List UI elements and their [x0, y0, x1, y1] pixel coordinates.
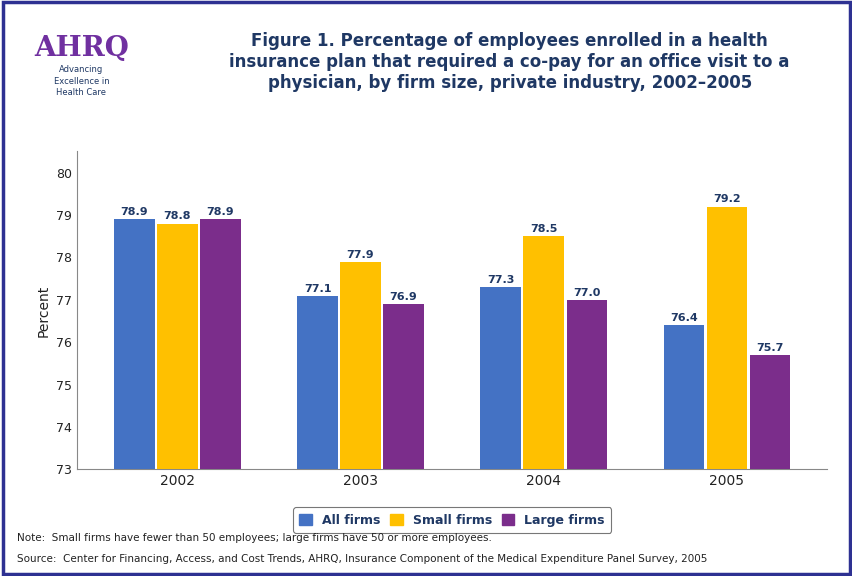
Text: 78.5: 78.5 — [529, 224, 556, 234]
Bar — [523, 236, 563, 576]
Bar — [200, 219, 240, 576]
Text: Figure 1. Percentage of employees enrolled in a health
insurance plan that requi: Figure 1. Percentage of employees enroll… — [229, 32, 789, 92]
Text: 78.9: 78.9 — [120, 207, 148, 217]
Bar — [480, 287, 520, 576]
Text: 78.9: 78.9 — [206, 207, 234, 217]
Y-axis label: Percent: Percent — [37, 285, 50, 336]
Text: 77.9: 77.9 — [346, 249, 374, 260]
Text: 76.4: 76.4 — [669, 313, 697, 323]
Bar — [383, 304, 423, 576]
Text: 77.3: 77.3 — [486, 275, 514, 285]
Text: 75.7: 75.7 — [755, 343, 782, 353]
Bar — [340, 262, 380, 576]
Bar — [749, 355, 789, 576]
Text: 79.2: 79.2 — [712, 195, 740, 204]
Bar — [566, 300, 606, 576]
Text: 78.8: 78.8 — [164, 211, 191, 221]
Text: AHRQ: AHRQ — [34, 35, 129, 62]
Bar — [157, 223, 198, 576]
Bar — [114, 219, 154, 576]
Legend: All firms, Small firms, Large firms: All firms, Small firms, Large firms — [293, 507, 610, 533]
Bar — [705, 207, 746, 576]
Text: Source:  Center for Financing, Access, and Cost Trends, AHRQ, Insurance Componen: Source: Center for Financing, Access, an… — [17, 554, 706, 564]
Text: 76.9: 76.9 — [389, 292, 417, 302]
Bar — [663, 325, 703, 576]
Bar — [297, 295, 337, 576]
Text: 77.1: 77.1 — [303, 283, 331, 294]
Text: Advancing
Excellence in
Health Care: Advancing Excellence in Health Care — [54, 65, 109, 97]
Text: 77.0: 77.0 — [573, 288, 600, 298]
Text: Note:  Small firms have fewer than 50 employees; large firms have 50 or more emp: Note: Small firms have fewer than 50 emp… — [17, 533, 492, 543]
